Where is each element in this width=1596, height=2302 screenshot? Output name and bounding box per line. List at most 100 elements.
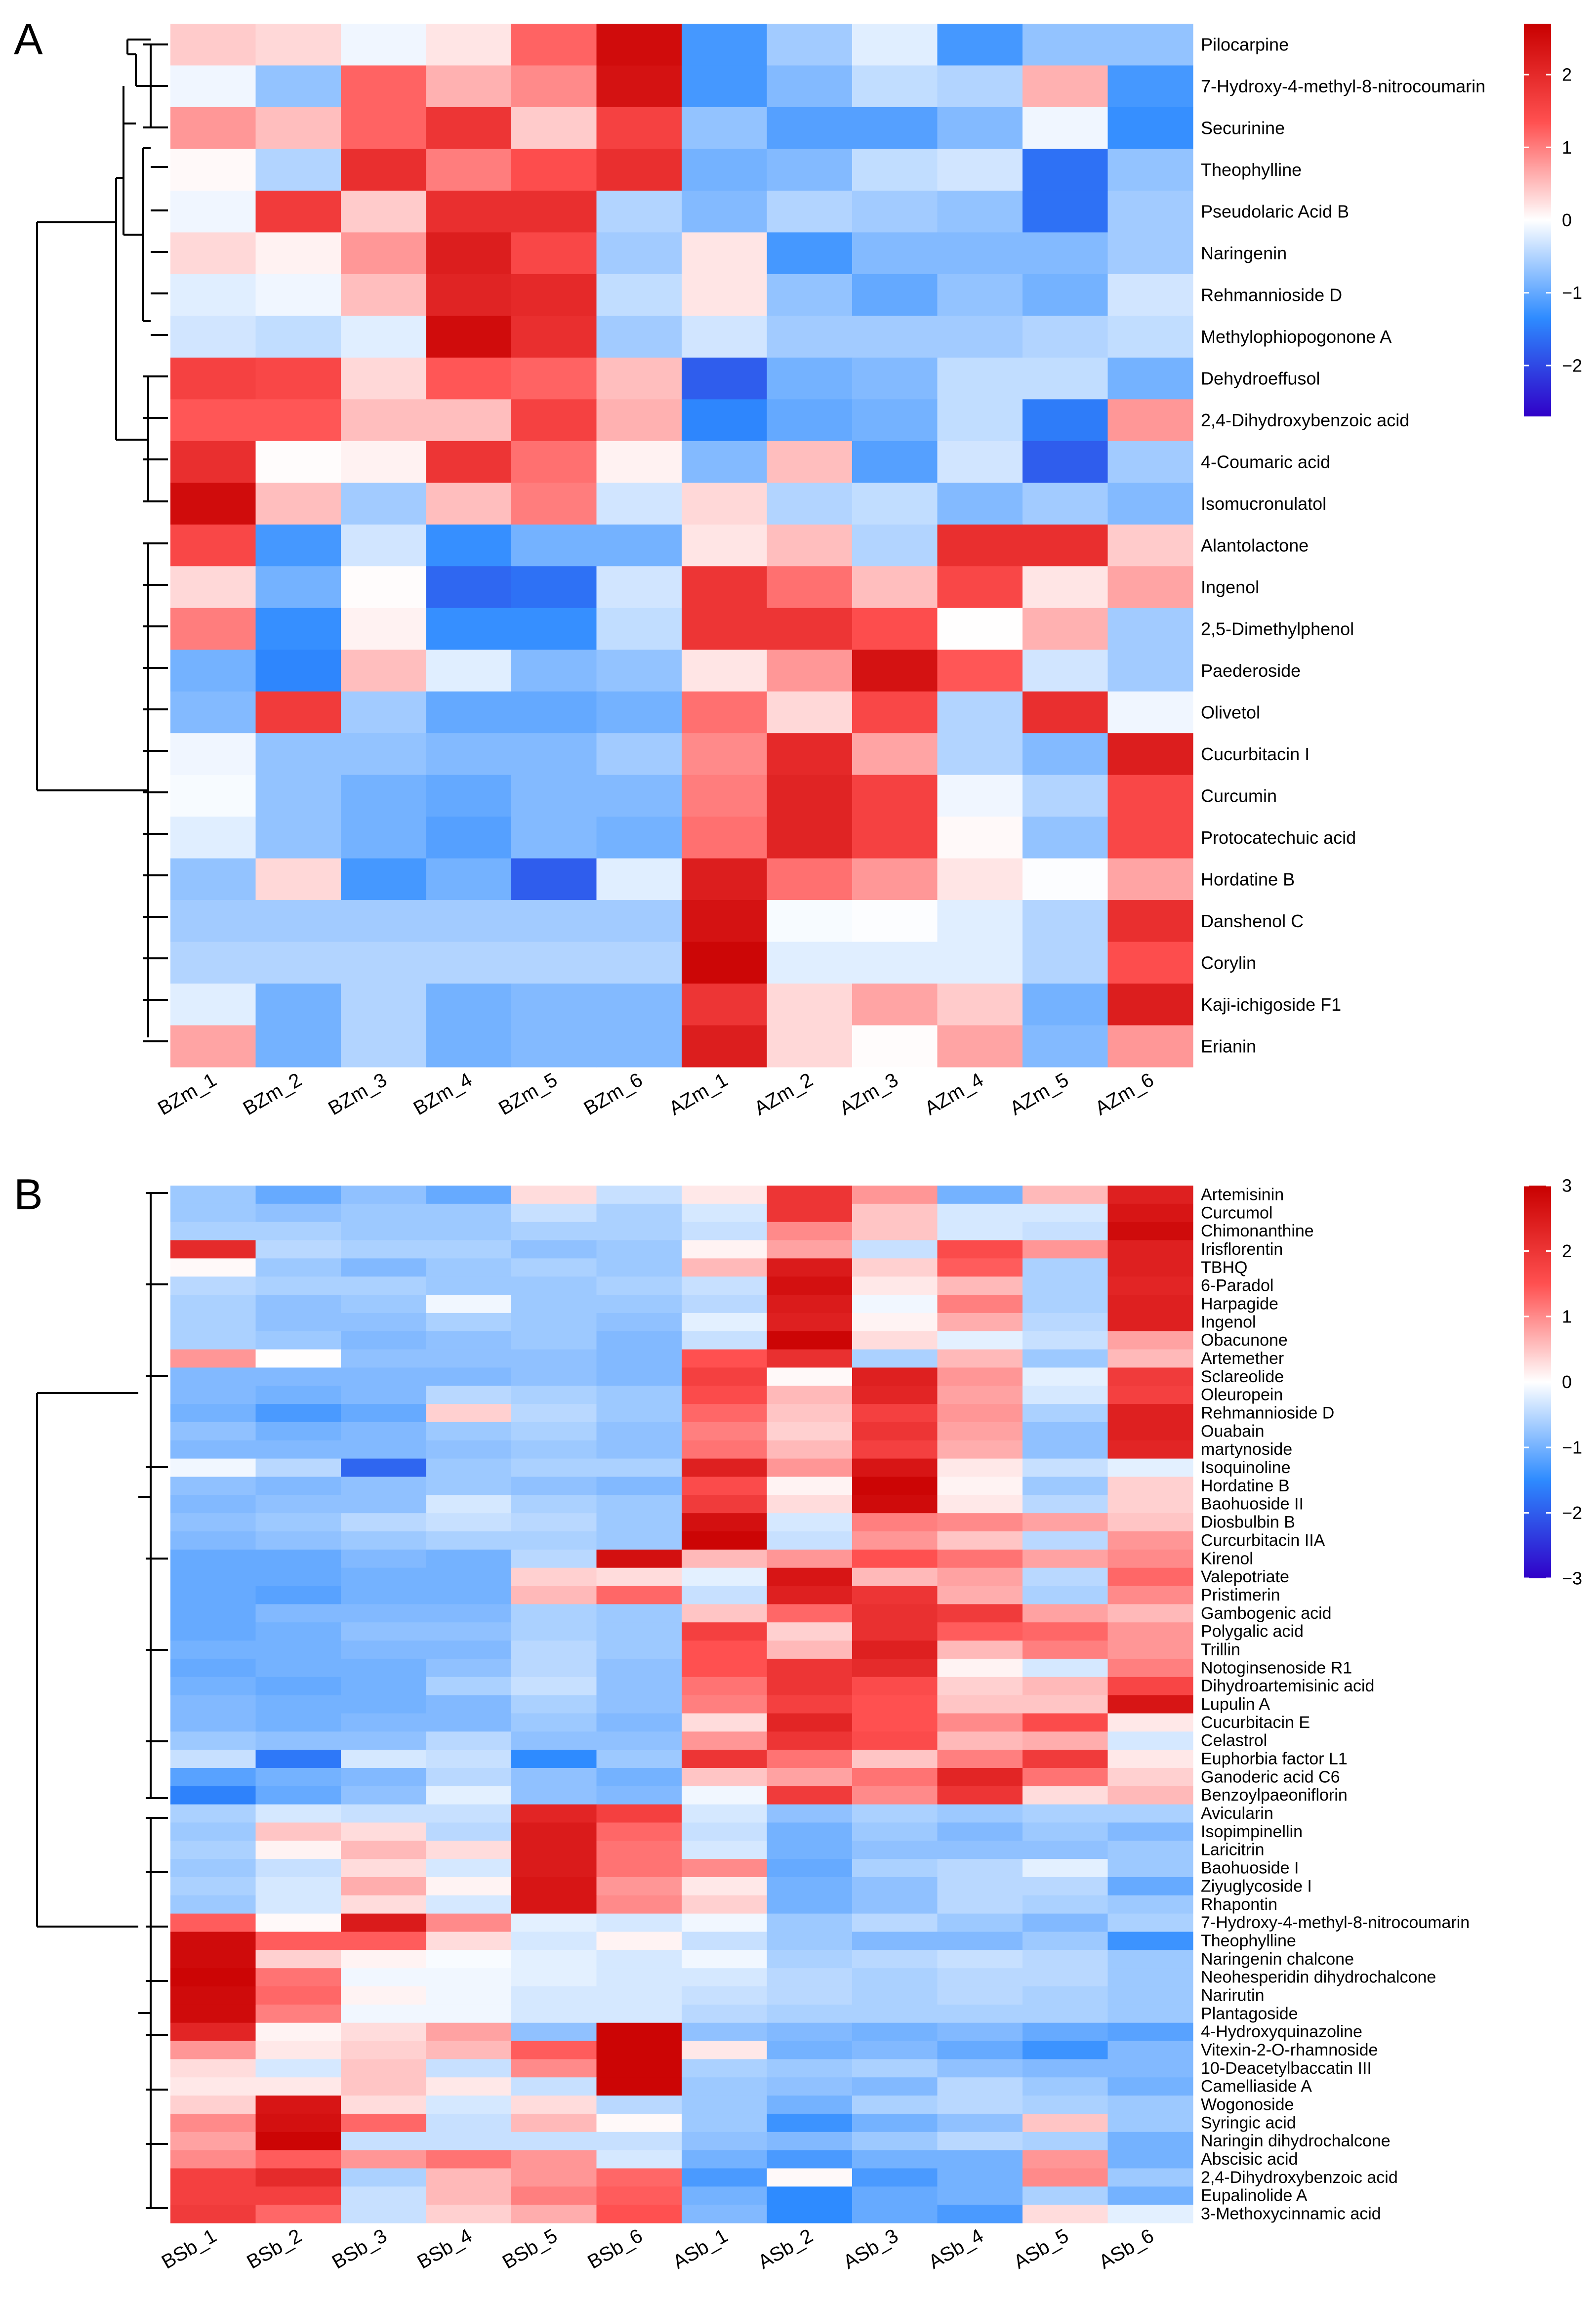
legend-tick-label: 1 bbox=[1562, 1307, 1572, 1327]
heatmap-cell bbox=[511, 1604, 597, 1623]
heatmap-cell bbox=[426, 1313, 512, 1332]
heatmap-cell bbox=[1107, 1768, 1193, 1787]
heatmap-cell bbox=[596, 1677, 682, 1696]
heatmap-cell bbox=[852, 733, 938, 776]
heatmap-cell bbox=[511, 65, 597, 108]
heatmap-cell bbox=[767, 2113, 853, 2133]
heatmap-cell bbox=[1023, 1877, 1108, 1896]
heatmap-cell bbox=[596, 608, 682, 650]
heatmap-cell bbox=[341, 1422, 427, 1441]
heatmap-cell bbox=[852, 1386, 938, 1404]
heatmap-cell bbox=[255, 1440, 341, 1459]
heatmap-cell bbox=[682, 1531, 768, 1550]
row-label: Obacunone bbox=[1201, 1331, 1288, 1350]
row-label: Camelliaside A bbox=[1201, 2077, 1312, 2096]
heatmap-cell bbox=[682, 1495, 768, 1514]
heatmap-cell bbox=[170, 1586, 256, 1604]
heatmap-cell bbox=[937, 1567, 1023, 1587]
heatmap-cell bbox=[426, 316, 512, 358]
color-legend-a: 2 1 0 −1 −2 bbox=[1524, 24, 1582, 416]
heatmap-cell bbox=[170, 1986, 256, 2005]
heatmap-cell bbox=[596, 984, 682, 1026]
heatmap-cell bbox=[682, 1804, 768, 1823]
heatmap-cell bbox=[767, 1258, 853, 1277]
heatmap-cell bbox=[682, 2113, 768, 2133]
heatmap-cell bbox=[1107, 733, 1193, 776]
heatmap-cell bbox=[341, 1367, 427, 1386]
panel-b-letter: B bbox=[14, 1170, 43, 1219]
heatmap-cell bbox=[511, 1750, 597, 1768]
heatmap-cell bbox=[341, 1677, 427, 1696]
heatmap-cell bbox=[767, 232, 853, 275]
column-label: BSb_5 bbox=[499, 2225, 561, 2273]
heatmap-cell bbox=[682, 2077, 768, 2096]
heatmap-cell bbox=[596, 691, 682, 734]
heatmap-cell bbox=[1023, 1604, 1108, 1623]
heatmap-cell bbox=[596, 1804, 682, 1823]
heatmap-cell bbox=[852, 2041, 938, 2060]
heatmap-cell bbox=[255, 1203, 341, 1223]
heatmap-cell bbox=[596, 2077, 682, 2096]
row-label: Irisflorentin bbox=[1201, 1240, 1283, 1259]
heatmap-cell bbox=[852, 858, 938, 901]
heatmap-cell bbox=[596, 1495, 682, 1514]
heatmap-cell bbox=[596, 1203, 682, 1223]
heatmap-cell bbox=[170, 24, 256, 66]
heatmap-cell bbox=[1023, 1458, 1108, 1478]
heatmap-cell bbox=[767, 441, 853, 483]
heatmap-cell bbox=[767, 900, 853, 943]
heatmap-cell bbox=[852, 2205, 938, 2223]
heatmap-cell bbox=[426, 691, 512, 734]
heatmap-cell bbox=[426, 2186, 512, 2205]
heatmap-cell bbox=[1023, 1295, 1108, 1314]
heatmap-cell bbox=[937, 1895, 1023, 1914]
heatmap-cell bbox=[1107, 1349, 1193, 1368]
heatmap-cell bbox=[852, 2004, 938, 2023]
heatmap-cell bbox=[511, 1822, 597, 1841]
heatmap-cell bbox=[1107, 1440, 1193, 1459]
heatmap-cell bbox=[852, 1258, 938, 1277]
row-label: Naringenin bbox=[1201, 243, 1287, 263]
heatmap-cell bbox=[596, 1386, 682, 1404]
heatmap-cell bbox=[170, 1622, 256, 1641]
heatmap-cell bbox=[426, 1658, 512, 1678]
heatmap-cell bbox=[596, 2041, 682, 2060]
heatmap-cell bbox=[937, 1276, 1023, 1295]
heatmap-cell bbox=[852, 2077, 938, 2096]
heatmap-cell bbox=[596, 1440, 682, 1459]
row-label: Ganoderic acid C6 bbox=[1201, 1768, 1340, 1786]
heatmap-cell bbox=[170, 2041, 256, 2060]
heatmap-cell bbox=[426, 1477, 512, 1495]
heatmap-cell bbox=[937, 357, 1023, 400]
heatmap-cell bbox=[426, 524, 512, 567]
heatmap-cell bbox=[852, 1713, 938, 1732]
heatmap-cell bbox=[596, 1549, 682, 1568]
row-label: Naringin dihydrochalcone bbox=[1201, 2132, 1391, 2150]
heatmap-cell bbox=[511, 1932, 597, 1950]
heatmap-cell bbox=[682, 1222, 768, 1241]
heatmap-cell bbox=[170, 1822, 256, 1841]
heatmap-cell bbox=[170, 984, 256, 1026]
heatmap-cell bbox=[1023, 2077, 1108, 2096]
heatmap-cell bbox=[170, 524, 256, 567]
heatmap-cell bbox=[767, 1313, 853, 1332]
row-label: Securinine bbox=[1201, 118, 1285, 138]
heatmap-cell bbox=[767, 691, 853, 734]
heatmap-cell bbox=[426, 1404, 512, 1423]
heatmap-cell bbox=[937, 1367, 1023, 1386]
row-label: Olivetol bbox=[1201, 702, 1260, 722]
heatmap-cell bbox=[341, 2022, 427, 2042]
heatmap-cell bbox=[682, 441, 768, 483]
row-label: Artemisinin bbox=[1201, 1185, 1284, 1204]
heatmap-cell bbox=[852, 1895, 938, 1914]
heatmap-cell bbox=[511, 1495, 597, 1514]
heatmap-cell bbox=[852, 1822, 938, 1841]
heatmap-cell bbox=[511, 1331, 597, 1350]
heatmap-cell bbox=[1023, 984, 1108, 1026]
heatmap-cell bbox=[341, 2059, 427, 2078]
heatmap-cell bbox=[767, 2150, 853, 2169]
heatmap-cell bbox=[596, 858, 682, 901]
heatmap-cell bbox=[170, 1859, 256, 1878]
heatmap-cell bbox=[255, 1567, 341, 1587]
